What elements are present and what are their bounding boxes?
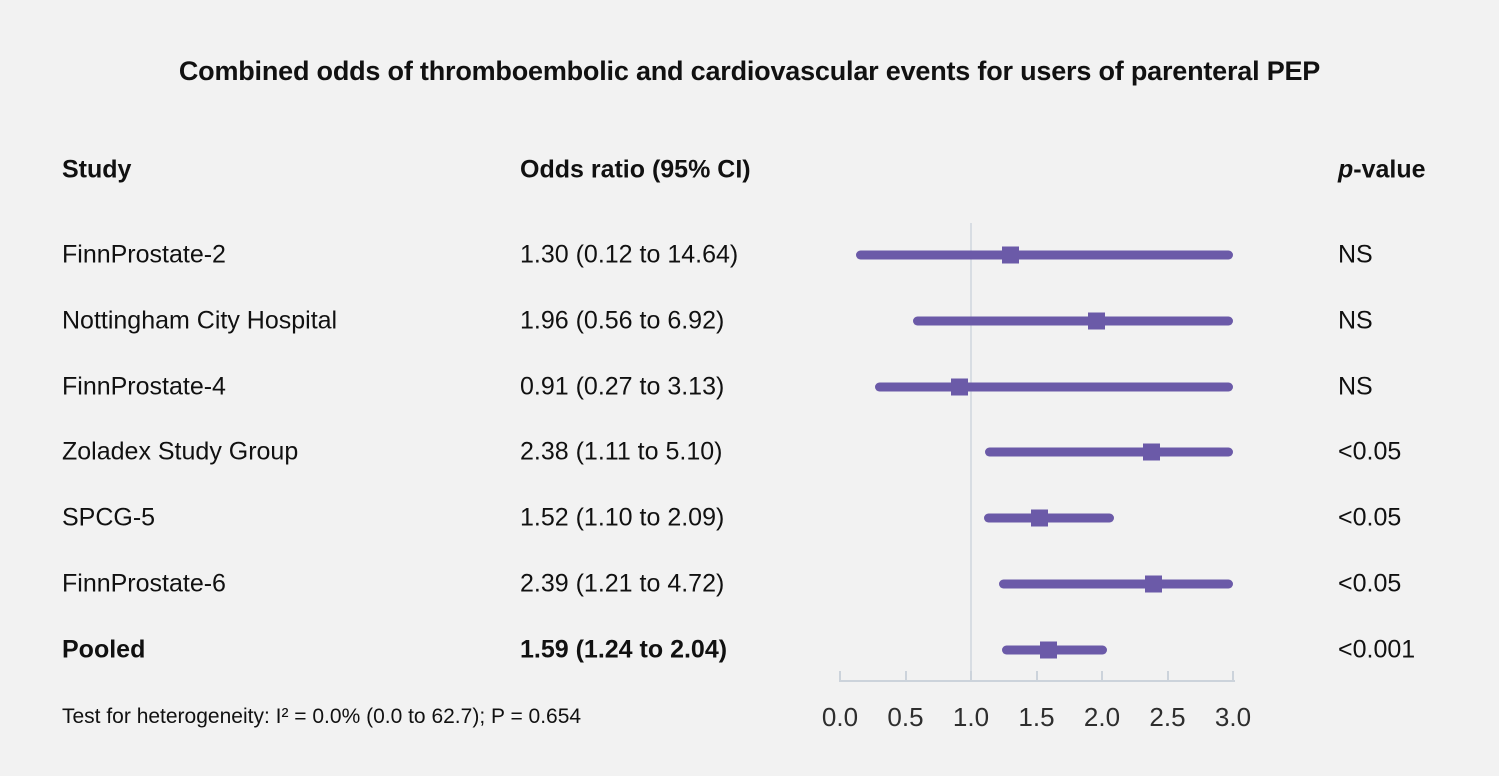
x-axis-tick-mark	[970, 671, 972, 681]
x-axis-tick-label: 2.5	[1149, 702, 1186, 732]
x-axis-tick-mark	[1232, 671, 1234, 681]
point-estimate-marker	[1143, 443, 1161, 461]
confidence-interval-line	[875, 382, 1233, 392]
confidence-interval-line	[985, 447, 1233, 457]
confidence-interval-line	[984, 513, 1114, 523]
x-axis-line	[839, 680, 1235, 682]
p-value-label: <0.05	[1338, 503, 1402, 532]
point-estimate-marker	[1001, 246, 1019, 264]
column-header-odds-ratio: Odds ratio (95% CI)	[520, 155, 751, 184]
x-axis-tick-label: 1.5	[1018, 702, 1055, 732]
column-header-study: Study	[62, 155, 132, 184]
p-value-label: NS	[1338, 306, 1373, 335]
study-label: SPCG-5	[62, 503, 156, 532]
odds-ratio-label: 2.39 (1.21 to 4.72)	[520, 569, 725, 598]
p-value-header-italic-p: p	[1338, 155, 1354, 184]
x-axis-tick-label: 0.5	[887, 702, 924, 732]
x-axis-tick-label: 2.0	[1083, 702, 1121, 732]
x-axis-tick-label: 0.0	[821, 702, 859, 732]
x-axis-tick-mark	[1101, 671, 1103, 681]
chart-title: Combined odds of thromboembolic and card…	[178, 56, 1321, 86]
p-value-label: <0.05	[1338, 437, 1402, 466]
point-estimate-marker	[1030, 509, 1048, 527]
reference-line-x1	[970, 223, 972, 682]
point-estimate-marker	[1144, 575, 1162, 593]
study-label: FinnProstate-4	[62, 372, 226, 401]
p-value-label: <0.05	[1338, 569, 1402, 598]
point-estimate-marker	[950, 378, 968, 396]
study-label: Nottingham City Hospital	[62, 306, 338, 335]
study-label: FinnProstate-2	[62, 240, 226, 269]
p-value-label: <0.001	[1338, 635, 1416, 664]
p-value-label: NS	[1338, 240, 1373, 269]
study-label: Pooled	[62, 635, 146, 664]
x-axis-tick-label: 1.0	[952, 702, 990, 732]
point-estimate-marker	[1039, 641, 1057, 659]
odds-ratio-label: 1.96 (0.56 to 6.92)	[520, 306, 725, 335]
confidence-interval-line	[998, 579, 1233, 589]
p-value-header-suffix: -value	[1353, 155, 1426, 184]
study-label: Zoladex Study Group	[62, 437, 299, 466]
confidence-interval-line	[855, 250, 1233, 260]
x-axis-tick-mark	[839, 671, 841, 681]
point-estimate-marker	[1088, 312, 1106, 330]
x-axis-tick-mark	[904, 671, 907, 681]
odds-ratio-label: 1.59 (1.24 to 2.04)	[520, 635, 728, 664]
x-axis-tick-mark	[1166, 671, 1169, 681]
odds-ratio-label: 1.30 (0.12 to 14.64)	[520, 240, 739, 269]
x-axis-tick-label: 3.0	[1214, 702, 1252, 732]
study-label: FinnProstate-6	[62, 569, 226, 598]
x-axis-tick-mark	[1035, 671, 1038, 681]
p-value-label: NS	[1338, 372, 1373, 401]
confidence-interval-line	[913, 316, 1233, 326]
odds-ratio-label: 2.38 (1.11 to 5.10)	[520, 437, 723, 466]
column-header-p-value: p-value	[1338, 156, 1426, 185]
odds-ratio-label: 0.91 (0.27 to 3.13)	[520, 372, 725, 401]
odds-ratio-label: 1.52 (1.10 to 2.09)	[520, 503, 725, 532]
heterogeneity-footnote: Test for heterogeneity: I² = 0.0% (0.0 t…	[62, 705, 582, 728]
